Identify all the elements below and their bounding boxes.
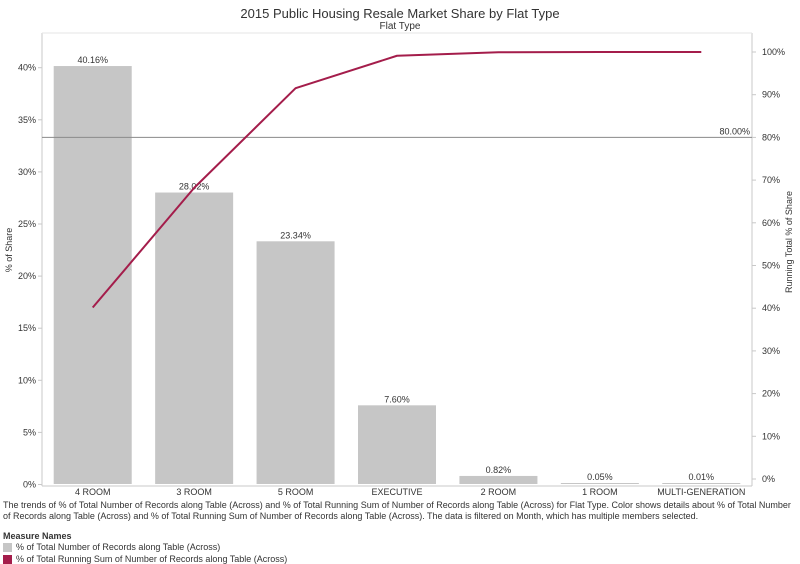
x-tick-label: EXECUTIVE [371, 487, 422, 497]
x-axis-labels: 4 ROOM 3 ROOM 5 ROOM EXECUTIVE 2 ROOM 1 ROOM M… [75, 487, 745, 497]
right-tick-label: 50% [762, 261, 780, 271]
right-tick-label: 70% [762, 175, 780, 185]
bar [53, 66, 132, 484]
right-y-axis: 0% 10% 20% 30% 40% 50% 60% 70% 80% 90% 100% [752, 47, 785, 484]
reference-line-group: 80.00% [42, 126, 752, 138]
x-tick-label: 4 ROOM [75, 487, 111, 497]
chart-subtitle: Flat Type [379, 21, 421, 32]
right-tick-label: 40% [762, 303, 780, 313]
bar [662, 483, 741, 484]
bar [358, 405, 436, 484]
chart-title: 2015 Public Housing Resale Market Share … [240, 6, 560, 21]
legend-item-line[interactable]: % of Total Running Sum of Number of Reco… [3, 554, 287, 564]
bar [155, 192, 234, 484]
left-tick-label: 35% [18, 115, 36, 125]
bar [459, 475, 538, 484]
legend-label-bars: % of Total Number of Records along Table… [16, 542, 221, 552]
right-tick-label: 20% [762, 389, 780, 399]
left-tick-label: 10% [18, 375, 36, 385]
left-tick-label: 15% [18, 323, 36, 333]
bar-value-label: 7.60% [384, 394, 410, 404]
right-tick-label: 30% [762, 346, 780, 356]
bar-value-label: 23.34% [280, 230, 311, 240]
right-tick-label: 10% [762, 431, 780, 441]
right-tick-label: 90% [762, 90, 780, 100]
right-tick-label: 60% [762, 218, 780, 228]
left-y-axis: 0% 5% 10% 15% 20% 25% 30% 35% 40% [18, 63, 42, 490]
left-tick-label: 40% [18, 63, 36, 73]
y-axis-title-right: Running Total % of Share [784, 191, 794, 293]
left-tick-label: 20% [18, 271, 36, 281]
legend-swatch-bars [3, 542, 12, 552]
x-tick-label: 1 ROOM [582, 487, 618, 497]
y-axis-title-left: % of Share [4, 228, 14, 273]
bar [256, 241, 335, 484]
x-tick-label: 3 ROOM [176, 487, 212, 497]
bar-value-label: 40.16% [77, 55, 108, 65]
running-total-series [91, 51, 702, 309]
left-tick-label: 25% [18, 219, 36, 229]
left-tick-label: 0% [23, 480, 36, 490]
bar-value-label: 0.01% [689, 472, 715, 482]
bar [560, 483, 639, 484]
right-tick-label: 0% [762, 474, 775, 484]
bar-series: 40.16%28.02%23.34%7.60%0.82%0.05% 0.01% [53, 55, 741, 484]
bar-value-label: 0.05% [587, 472, 613, 482]
x-tick-label: MULTI-GENERATION [657, 487, 745, 497]
legend-item-bars[interactable]: % of Total Number of Records along Table… [3, 542, 220, 552]
right-tick-label: 100% [762, 47, 785, 57]
plot-frame [41, 32, 753, 487]
x-tick-label: 5 ROOM [278, 487, 314, 497]
left-tick-label: 30% [18, 167, 36, 177]
x-tick-label: 2 ROOM [481, 487, 517, 497]
reference-line-label: 80.00% [719, 126, 750, 136]
pareto-chart: 0% 5% 10% 15% 20% 25% 30% 35% 40% 0% 10% 20% 30% 40%… [4, 32, 794, 497]
bar-value-label: 0.82% [486, 465, 512, 475]
running-total-line [91, 51, 702, 309]
left-tick-label: 5% [23, 427, 36, 437]
legend-title: Measure Names [3, 531, 72, 541]
legend-swatch-line [3, 554, 12, 564]
right-tick-label: 80% [762, 132, 780, 142]
legend-label-line: % of Total Running Sum of Number of Reco… [16, 554, 288, 564]
chart-caption: The trends of % of Total Number of Recor… [3, 500, 791, 521]
